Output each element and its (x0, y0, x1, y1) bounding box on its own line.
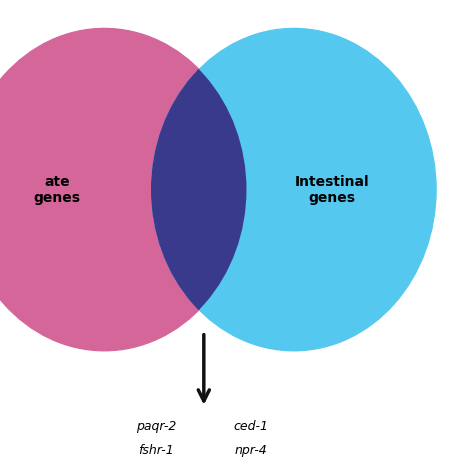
Text: Intestinal
genes: Intestinal genes (294, 174, 369, 205)
Ellipse shape (152, 28, 436, 351)
Text: fshr-1: fshr-1 (138, 444, 174, 457)
Text: paqr-2: paqr-2 (136, 420, 177, 433)
Text: npr-4: npr-4 (235, 444, 268, 457)
Ellipse shape (0, 28, 246, 351)
Text: ate
genes: ate genes (33, 174, 81, 205)
Text: ced-1: ced-1 (234, 420, 269, 433)
Ellipse shape (152, 28, 436, 351)
